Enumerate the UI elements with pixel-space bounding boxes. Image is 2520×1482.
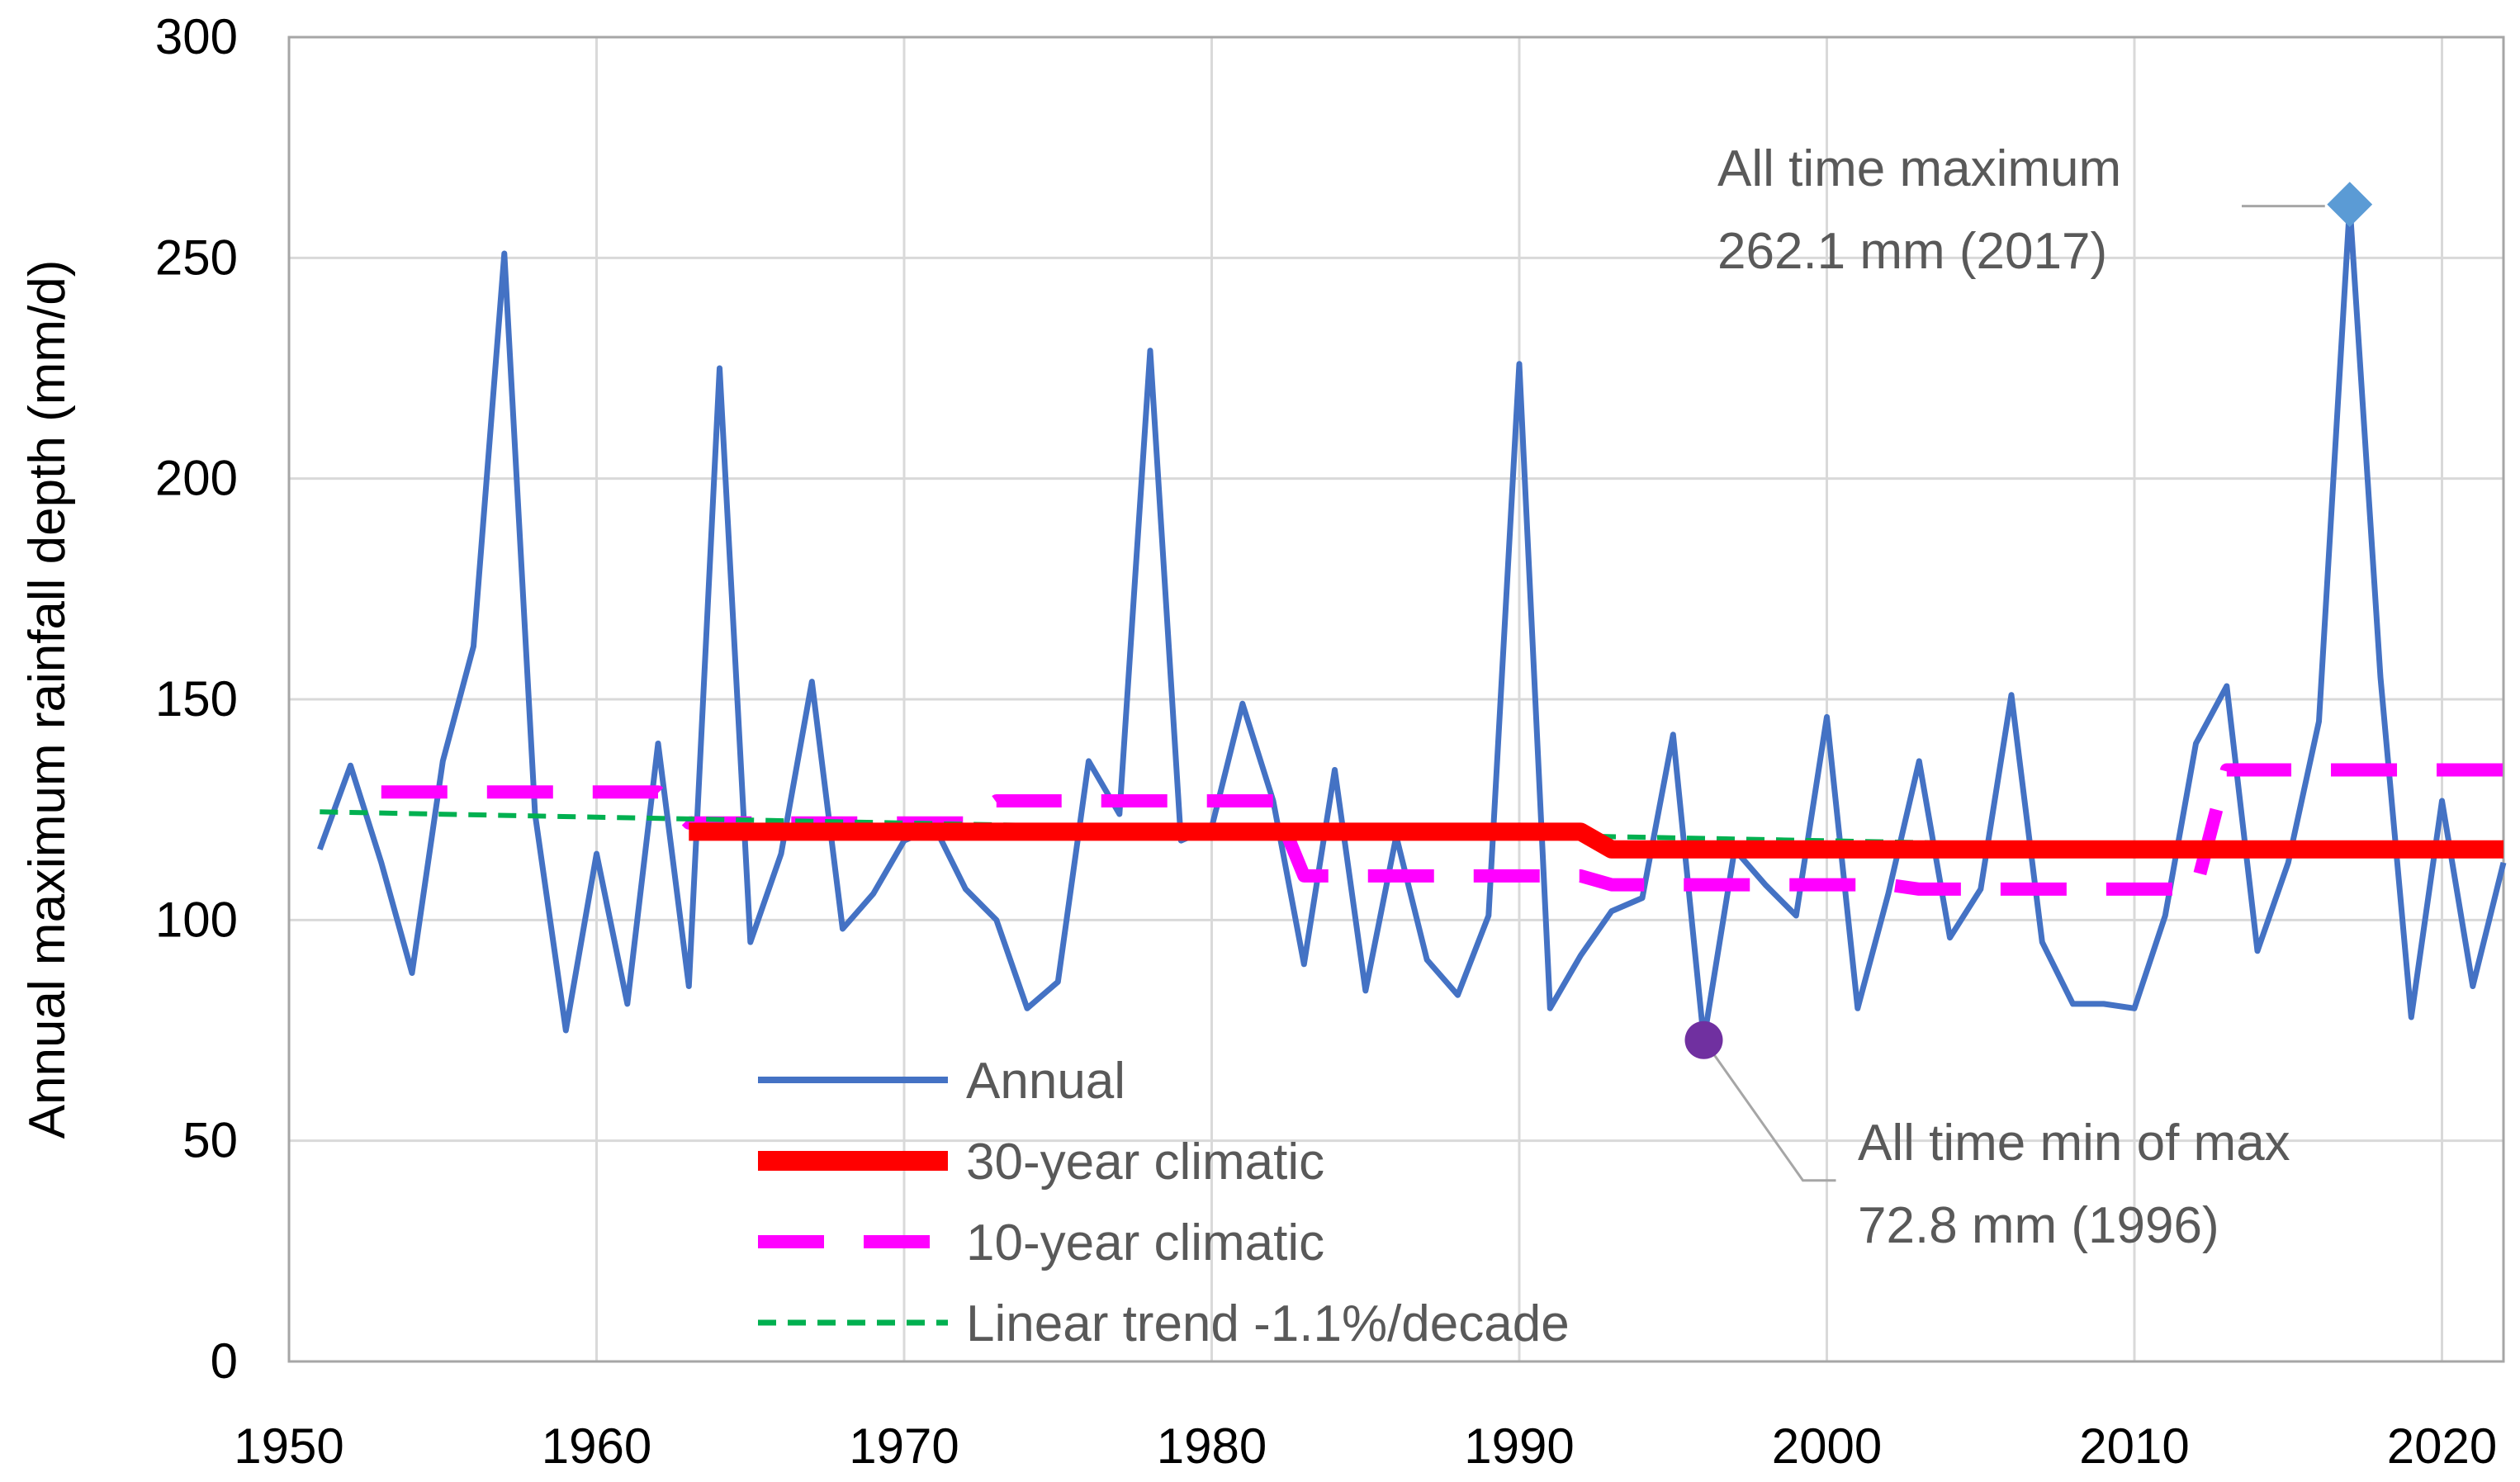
annotation-min-line2: 72.8 mm (1996) — [1858, 1197, 2219, 1254]
x-tick-label: 1970 — [849, 1418, 959, 1474]
series-line-30-year-climatic — [689, 822, 2503, 859]
y-tick-label: 300 — [155, 9, 238, 64]
x-tick-label: 2000 — [1772, 1418, 1882, 1474]
annotation-max-line2: 262.1 mm (2017) — [1717, 223, 2107, 280]
legend-label-annual: Annual — [966, 1053, 1125, 1110]
annotation-max-line1: All time maximum — [1717, 140, 2121, 197]
x-tick-label: 1990 — [1464, 1418, 1574, 1474]
x-tick-label: 1980 — [1157, 1418, 1267, 1474]
y-axis-title: Annual maximum rainfall depth (mm/d) — [19, 260, 76, 1139]
y-tick-label: 50 — [182, 1113, 238, 1168]
annotation-min: All time min of max 72.8 mm (1996) — [1858, 1115, 2290, 1254]
marker-layer — [1684, 182, 2373, 1182]
x-tick-label: 2020 — [2387, 1418, 2497, 1474]
series-layer — [317, 201, 2507, 1044]
y-tick-label: 150 — [155, 671, 238, 727]
legend-label-trend: Linear trend -1.1%/decade — [966, 1295, 1570, 1352]
y-tick-label: 0 — [211, 1333, 238, 1389]
legend-label-10yr: 10-year climatic — [966, 1214, 1324, 1271]
plot-area-border — [287, 36, 2505, 1363]
min-marker — [1684, 1020, 1723, 1059]
legend: Annual 30-year climatic 10-year climatic… — [758, 1053, 1570, 1352]
max-marker — [2327, 182, 2373, 228]
x-tick-label: 2010 — [2079, 1418, 2189, 1474]
leader-line-min — [1703, 1039, 1836, 1182]
annotation-max: All time maximum 262.1 mm (2017) — [1717, 140, 2121, 280]
x-tick-label: 1950 — [234, 1418, 343, 1474]
annotation-min-line1: All time min of max — [1858, 1115, 2290, 1172]
tick-labels: 0 50 100 150 200 250 300 1950 1960 1970 1980 1990 20… — [155, 9, 2497, 1474]
x-tick-label: 1960 — [542, 1418, 651, 1474]
y-tick-label: 250 — [155, 230, 238, 285]
y-tick-label: 200 — [155, 451, 238, 506]
y-tick-label: 100 — [155, 892, 238, 947]
series-line-annual — [317, 201, 2507, 1044]
legend-label-30yr: 30-year climatic — [966, 1134, 1324, 1191]
